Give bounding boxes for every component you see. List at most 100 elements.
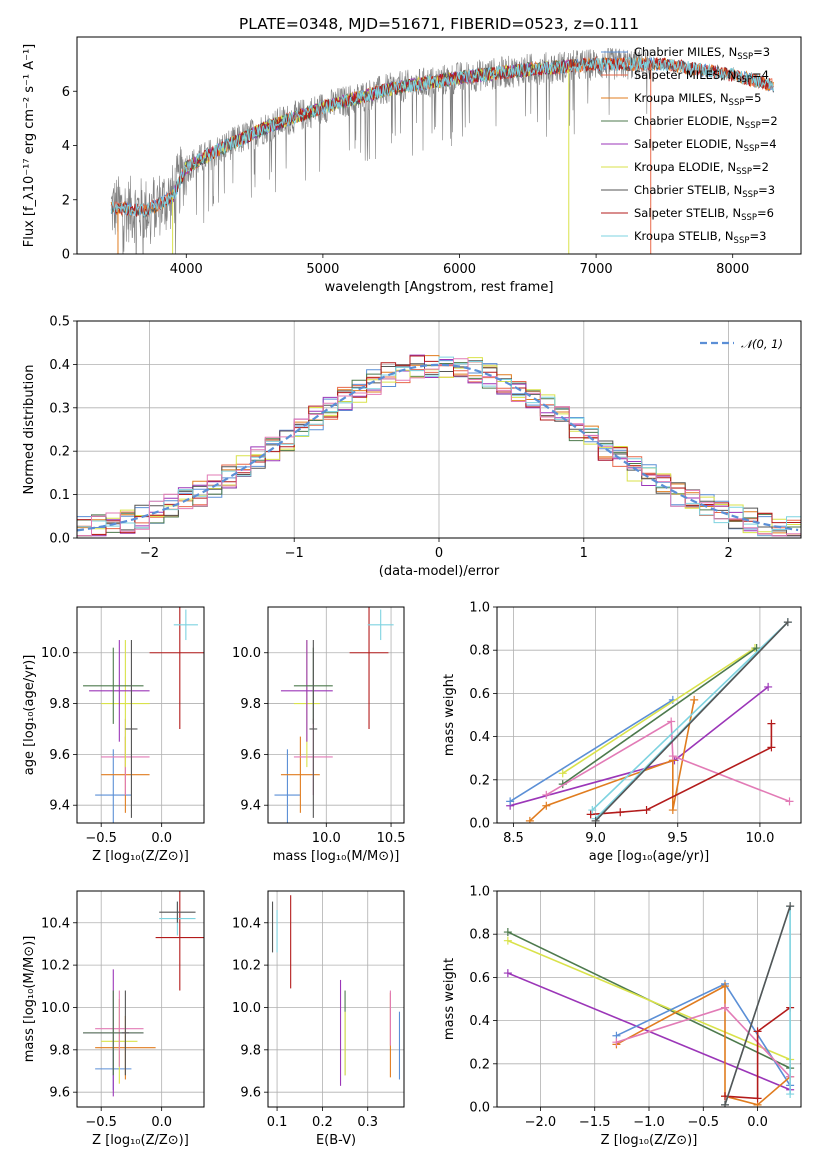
weight-series-chabrier-stelib bbox=[721, 902, 795, 1107]
axes-frame bbox=[267, 606, 405, 824]
axes-frame bbox=[496, 606, 802, 824]
y-tick-label: 10.2 bbox=[232, 959, 261, 974]
figure-title: PLATE=0348, MJD=51671, FIBERID=0523, z=0… bbox=[239, 15, 639, 33]
y-axis-label: Flux [f_λ10⁻¹⁷ erg cm⁻² s⁻¹ A⁻¹] bbox=[22, 44, 37, 248]
weight-point bbox=[542, 790, 551, 799]
y-tick-label: 10.0 bbox=[232, 646, 261, 661]
weight-point bbox=[783, 618, 792, 627]
weight-point bbox=[616, 808, 625, 817]
y-axis-label: mass weight bbox=[442, 958, 457, 1040]
weight-point bbox=[503, 969, 512, 978]
x-tick-label: −0.5 bbox=[85, 1115, 117, 1130]
y-tick-label: 0.0 bbox=[49, 532, 70, 547]
legend-entry-chabrier-elodie: Chabrier ELODIE, NSSP=2 bbox=[634, 114, 778, 131]
x-tick-label: −2.0 bbox=[525, 1115, 557, 1130]
legend-entry-normal: 𝒩(0, 1) bbox=[741, 337, 783, 351]
weight-point bbox=[591, 816, 600, 823]
weight-point bbox=[503, 936, 512, 945]
y-tick-label: 6 bbox=[62, 85, 70, 100]
y-tick-label: 9.6 bbox=[49, 1086, 70, 1101]
y-tick-label: 0.2 bbox=[469, 1057, 490, 1072]
weight-series-chabrier-stelib bbox=[591, 618, 792, 823]
residuals-plot-area bbox=[77, 354, 801, 537]
weight-point bbox=[668, 752, 677, 761]
weight-point bbox=[586, 810, 595, 819]
errorbar-salpeter-elodie bbox=[89, 640, 150, 742]
x-axis-label: E(B-V) bbox=[316, 1133, 356, 1148]
errorbar-chabrier-elodie bbox=[83, 990, 144, 1076]
weight-series-salpeter-elodie bbox=[506, 682, 773, 810]
weight-point bbox=[753, 1027, 762, 1036]
errorbar-kroupa-stelib bbox=[173, 609, 198, 641]
weight-point bbox=[668, 806, 677, 815]
weight-vs-z-panel: −2.0 −1.5 −1.0 −0.5 0.0 0.0 0.2 0.4 0.6 0.8 1.0 Z [… bbox=[442, 885, 802, 1148]
legend-entry-salpeter-elodie: Salpeter ELODIE, NSSP=4 bbox=[634, 137, 777, 154]
errorbar-chabrier-stelib bbox=[121, 990, 130, 1076]
x-axis-label: wavelength [Angstrom, rest frame] bbox=[325, 280, 554, 295]
y-tick-label: 0.3 bbox=[49, 401, 70, 416]
axes-frame bbox=[76, 890, 205, 1108]
y-tick-label: 10.2 bbox=[41, 959, 70, 974]
legend-entry-salpeter-miles: Salpeter MILES, NSSP=4 bbox=[634, 68, 769, 85]
y-tick-label: 0.2 bbox=[49, 445, 70, 460]
y-tick-label: 10.4 bbox=[41, 916, 70, 931]
legend-entry-kroupa-miles: Kroupa MILES, NSSP=5 bbox=[634, 91, 761, 108]
x-axis-label: Z [log₁₀(Z/Z⊙)] bbox=[92, 849, 189, 864]
weight-point bbox=[753, 1094, 762, 1103]
x-axis-label: Z [log₁₀(Z/Z⊙)] bbox=[92, 1133, 189, 1148]
model-line-chabrier-stelib bbox=[110, 57, 774, 218]
y-tick-label: 9.6 bbox=[240, 748, 261, 763]
x-tick-label: 6000 bbox=[443, 262, 476, 277]
spectrum-panel: 4000 5000 6000 7000 8000 0 2 4 6 wavelength [Angs… bbox=[22, 36, 802, 295]
weight-point bbox=[525, 816, 534, 823]
y-tick-label: 1.0 bbox=[469, 601, 490, 616]
y-tick-label: 0.6 bbox=[469, 971, 490, 986]
x-tick-label: −2 bbox=[140, 546, 159, 561]
x-tick-label: −0.5 bbox=[687, 1115, 719, 1130]
x-axis-label: Z [log₁₀(Z/Z⊙)] bbox=[601, 1133, 698, 1148]
weight-point bbox=[786, 1090, 795, 1099]
y-tick-label: 9.4 bbox=[240, 799, 261, 814]
weight-point bbox=[786, 902, 795, 911]
weight-series-salpeter-stelib bbox=[586, 719, 776, 819]
errorbar-kroupa-elodie bbox=[101, 640, 150, 768]
x-tick-label: 7000 bbox=[580, 262, 613, 277]
y-tick-label: 2 bbox=[62, 193, 70, 208]
residuals-panel: −2 −1 0 1 2 0.0 0.1 0.2 0.3 0.4 0.5 (data-model)/er… bbox=[22, 315, 802, 579]
weight-point bbox=[767, 743, 776, 752]
weight-point bbox=[558, 769, 567, 778]
x-tick-label: −1.0 bbox=[633, 1115, 665, 1130]
x-tick-label: −0.5 bbox=[85, 831, 117, 846]
weight-vs-age-panel: 8.5 9.0 9.5 10.0 0.0 0.2 0.4 0.6 0.8 1.0 age [log₁… bbox=[442, 601, 802, 864]
y-tick-label: 0.8 bbox=[469, 928, 490, 943]
y-tick-label: 10.4 bbox=[232, 916, 261, 931]
errorbar-salpeter-stelib bbox=[349, 607, 389, 729]
age-vs-z-panel: −0.5 0.0 9.4 9.6 9.8 10.0 Z [log₁₀(Z/Z⊙)] age [… bbox=[22, 606, 205, 864]
y-tick-label: 0.4 bbox=[469, 730, 490, 745]
weight-point bbox=[588, 806, 597, 815]
y-tick-label: 9.8 bbox=[49, 1043, 70, 1058]
y-tick-label: 0.8 bbox=[469, 644, 490, 659]
x-tick-label: 0.0 bbox=[151, 1115, 172, 1130]
errorbar-salpeter-elodie bbox=[280, 640, 333, 742]
y-tick-label: 9.8 bbox=[49, 697, 70, 712]
weight-point bbox=[767, 719, 776, 728]
weight-point bbox=[612, 1038, 621, 1047]
histogram-pink bbox=[77, 358, 801, 537]
x-tick-label: 0.3 bbox=[357, 1115, 378, 1130]
x-tick-label: 5000 bbox=[306, 262, 339, 277]
legend-entry-chabrier-miles: Chabrier MILES, NSSP=3 bbox=[634, 45, 770, 62]
x-tick-label: 2 bbox=[724, 546, 732, 561]
y-axis-label: mass weight bbox=[442, 674, 457, 756]
y-tick-label: 10.0 bbox=[232, 1001, 261, 1016]
errorbar-chabrier-stelib bbox=[159, 901, 196, 923]
x-tick-label: 10.5 bbox=[377, 831, 406, 846]
y-axis-label: mass [log₁₀(M/M⊙)] bbox=[22, 936, 37, 1063]
errorbar-salpeter-stelib bbox=[149, 607, 204, 729]
weight-point bbox=[642, 806, 651, 815]
errorbar-chabrier-elodie bbox=[83, 647, 144, 724]
weight-point bbox=[667, 717, 676, 726]
errorbar-chabrier-miles bbox=[274, 749, 301, 823]
y-tick-label: 0.2 bbox=[469, 773, 490, 788]
